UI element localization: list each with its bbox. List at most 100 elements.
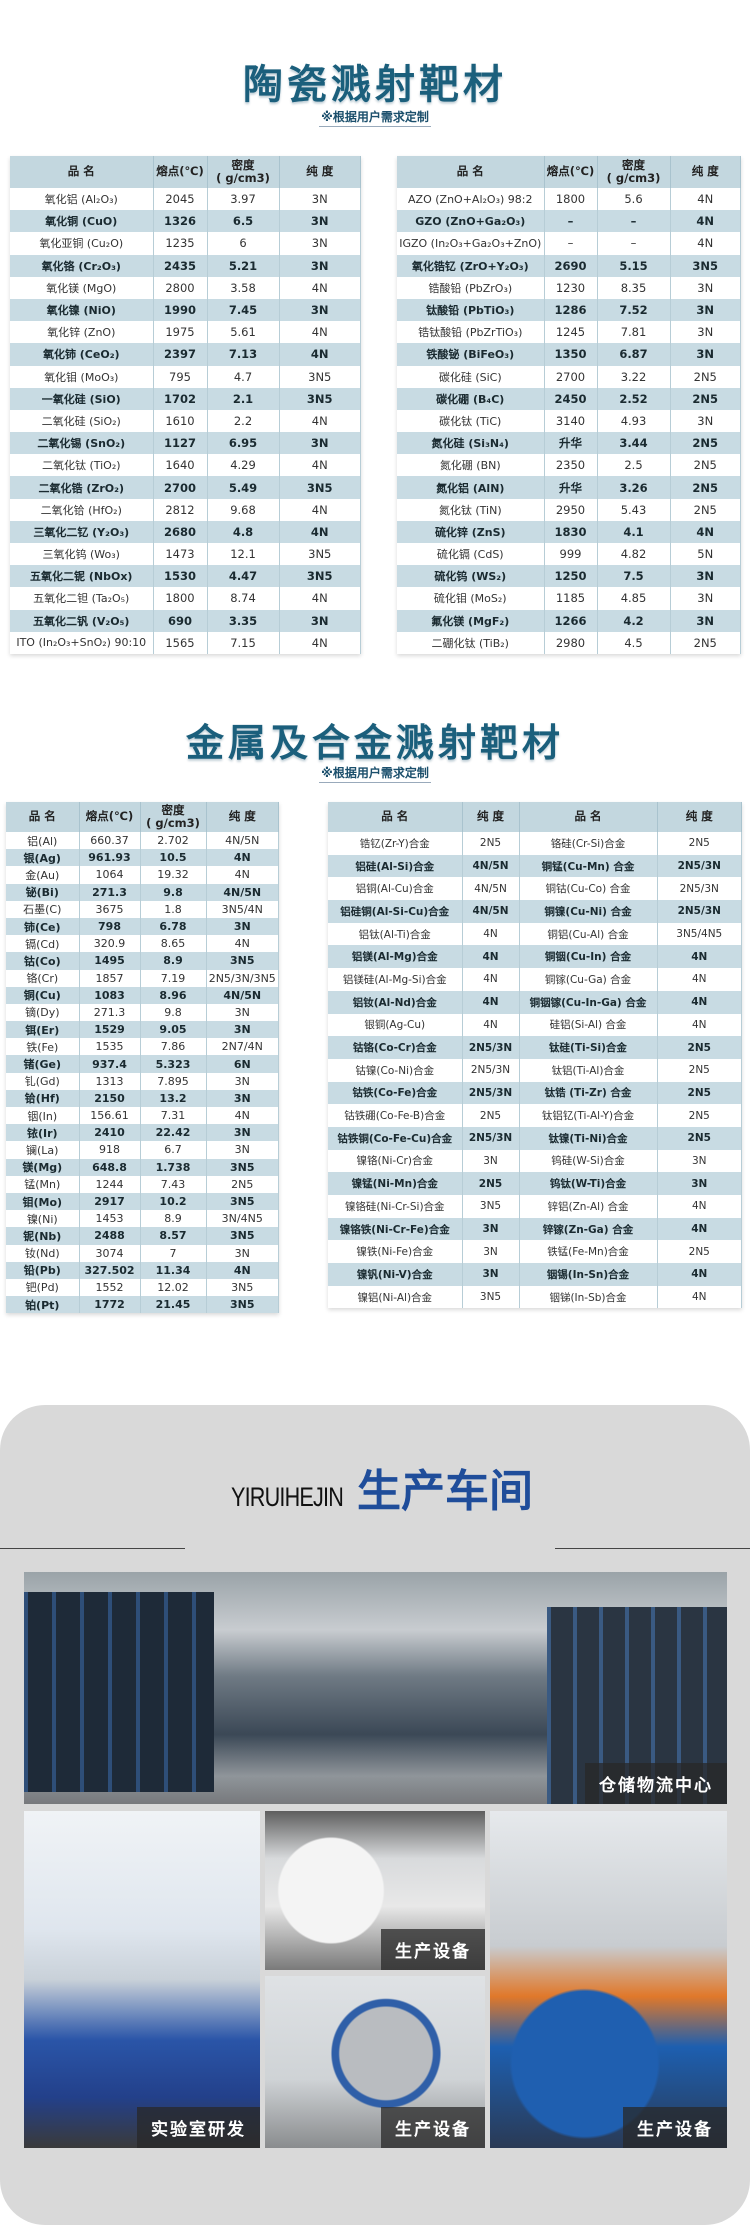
table-cell: 2N5/3N: [462, 1036, 520, 1059]
table-cell: 铁酸铋 (BiFeO₃): [397, 343, 545, 366]
table-row: 铒(Er) 1529 9.05 3N: [6, 1021, 279, 1039]
table-cell: 7.895: [140, 1072, 207, 1090]
table-row: 钯(Pd) 1552 12.02 3N5: [6, 1278, 279, 1297]
table-cell: 钨硅(W-Si)合金: [519, 1149, 658, 1173]
table-cell: 铈(Ce): [6, 917, 80, 936]
table-cell: AZO (ZnO+Al₂O₃) 98:2: [397, 188, 545, 211]
table-cell: 铁(Fe): [6, 1038, 80, 1056]
table-cell: 2150: [79, 1089, 141, 1107]
table-cell: 3.22: [597, 365, 671, 388]
column-header: 纯 度: [657, 802, 742, 832]
table-cell: 2812: [153, 498, 208, 521]
table-row: 二氧化硅 (SiO₂) 1610 2.2 4N: [10, 409, 361, 433]
table-cell: 3N: [206, 1072, 279, 1090]
table-cell: 4N: [462, 968, 520, 991]
table-cell: 1313: [79, 1072, 141, 1090]
table-cell: 3N: [670, 343, 741, 366]
table-cell: ITO (In₂O₃+SnO₂) 90:10: [10, 631, 154, 654]
table-cell: 4.5: [597, 631, 671, 654]
table-cell: 4.82: [597, 543, 671, 566]
table-row: 镍铬硅(Ni-Cr-Si)合金 3N5 锌铝(Zn-Al) 合金 4N: [328, 1195, 742, 1218]
table-row: 镧(La) 918 6.7 3N: [6, 1141, 279, 1159]
table-row: 氧化锌 (ZnO) 1975 5.61 4N: [10, 321, 361, 344]
table-cell: 271.3: [79, 1003, 141, 1022]
table-cell: 4N: [462, 990, 520, 1014]
table-cell: 2397: [153, 343, 208, 366]
table-cell: 1.738: [140, 1158, 207, 1176]
table-cell: 3N5: [279, 565, 361, 588]
table-row: 铁酸铋 (BiFeO₃) 1350 6.87 3N: [397, 343, 741, 366]
table-cell: 9.05: [140, 1021, 207, 1039]
table-cell: 3N5: [279, 543, 361, 566]
table-cell: 4N/5N: [206, 832, 279, 850]
table-cell: 13.2: [140, 1089, 207, 1107]
photo-caption: 生产设备: [623, 2107, 727, 2148]
table-cell: 铌(Nb): [6, 1227, 80, 1245]
table-row: 氧化钼 (MoO₃) 795 4.7 3N5: [10, 365, 361, 388]
table-cell: 1453: [79, 1210, 141, 1228]
table-cell: 升华: [544, 432, 598, 455]
table-cell: 石墨(C): [6, 900, 80, 918]
table-row: 钴铬(Co-Cr)合金 2N5/3N 钛硅(Ti-Si)合金 2N5: [328, 1036, 742, 1059]
table-row: 镍铁(Ni-Fe)合金 3N 铁锰(Fe-Mn)合金 2N5: [328, 1240, 742, 1264]
table-cell: 4N: [657, 1217, 742, 1241]
table-cell: 2.52: [597, 387, 671, 410]
table-cell: 氧化铬 (Cr₂O₃): [10, 254, 154, 277]
table-cell: 氟化镁 (MgF₂): [397, 609, 545, 632]
table-row: 钕(Nd) 3074 7 3N: [6, 1244, 279, 1262]
table-cell: 碳化硼 (B₄C): [397, 387, 545, 410]
table-cell: 2488: [79, 1227, 141, 1245]
table-cell: 4N/5N: [462, 877, 520, 901]
table-cell: 11.34: [140, 1261, 207, 1279]
table-cell: 4N: [670, 232, 741, 255]
table-cell: 3N: [670, 587, 741, 610]
table-cell: 4N: [670, 520, 741, 543]
table-cell: 钴(Co): [6, 952, 80, 970]
table-cell: 1350: [544, 343, 598, 366]
table-cell: 氧化亚铜 (Cu₂O): [10, 232, 154, 255]
table-cell: 氮化硅 (Si₃N₄): [397, 432, 545, 455]
table-row: 铋(Bi) 271.3 9.8 4N/5N: [6, 883, 279, 901]
table-cell: 4N: [206, 935, 279, 953]
table-row: 氮化硼 (BN) 2350 2.5 2N5: [397, 454, 741, 477]
table-cell: 2N5: [657, 1036, 742, 1059]
table-row: 铝钕(Al-Nd)合金 4N 铜铟镓(Cu-In-Ga) 合金 4N: [328, 990, 742, 1014]
table-cell: 3N: [657, 1149, 742, 1173]
metal-title: 金属及合金溅射靶材: [185, 721, 564, 765]
table-row: 铝镁硅(Al-Mg-Si)合金 4N 铜镓(Cu-Ga) 合金 4N: [328, 968, 742, 991]
table-cell: 4.8: [207, 520, 280, 543]
table-row: 碳化硅 (SiC) 2700 3.22 2N5: [397, 365, 741, 388]
table-cell: 1975: [153, 321, 208, 344]
table-cell: 5.61: [207, 321, 280, 344]
table-cell: 铝(Al): [6, 832, 80, 850]
table-cell: 铜铟镓(Cu-In-Ga) 合金: [519, 990, 658, 1014]
table-row: 铝镁(Al-Mg)合金 4N 铜铟(Cu-In) 合金 4N: [328, 945, 742, 969]
table-cell: 2N5: [462, 832, 520, 855]
table-cell: 8.57: [140, 1227, 207, 1245]
equipment-photo-2: 生产设备: [265, 1976, 485, 2148]
table-cell: 铒(Er): [6, 1021, 80, 1039]
table-cell: 2450: [544, 387, 598, 410]
table-cell: 2N5/3N: [657, 900, 742, 923]
table-cell: 4N: [462, 1013, 520, 1037]
table-cell: 4N: [279, 587, 361, 610]
table-cell: 19.32: [140, 866, 207, 884]
metal-subtitle: ※根据用户需求定制: [0, 764, 750, 783]
table-row: 钆(Gd) 1313 7.895 3N: [6, 1072, 279, 1090]
table-row: 银铜(Ag-Cu) 4N 硅铝(Si-Al) 合金 4N: [328, 1013, 742, 1037]
table-cell: 2.702: [140, 832, 207, 850]
table-cell: 2435: [153, 254, 208, 277]
column-header: 密度 ( g/cm3): [597, 156, 671, 188]
table-cell: 1083: [79, 986, 141, 1004]
table-cell: 2N7/4N: [206, 1038, 279, 1056]
table-row: 石墨(C) 3675 1.8 3N5/4N: [6, 900, 279, 918]
table-cell: 4.2: [597, 609, 671, 632]
table-cell: 4.85: [597, 587, 671, 610]
table-row: AZO (ZnO+Al₂O₃) 98:2 1800 5.6 4N: [397, 188, 741, 211]
table-cell: 795: [153, 365, 208, 388]
metal-table: 品 名熔点(℃) 密度 ( g/cm3) 纯 度铝(Al) 660.37 2.702 4N…: [6, 802, 279, 1314]
table-cell: 氧化锌 (ZnO): [10, 321, 154, 344]
table-row: 锗(Ge) 937.4 5.323 6N: [6, 1055, 279, 1073]
table-cell: 镁(Mg): [6, 1158, 80, 1176]
table-cell: 5.49: [207, 476, 280, 499]
